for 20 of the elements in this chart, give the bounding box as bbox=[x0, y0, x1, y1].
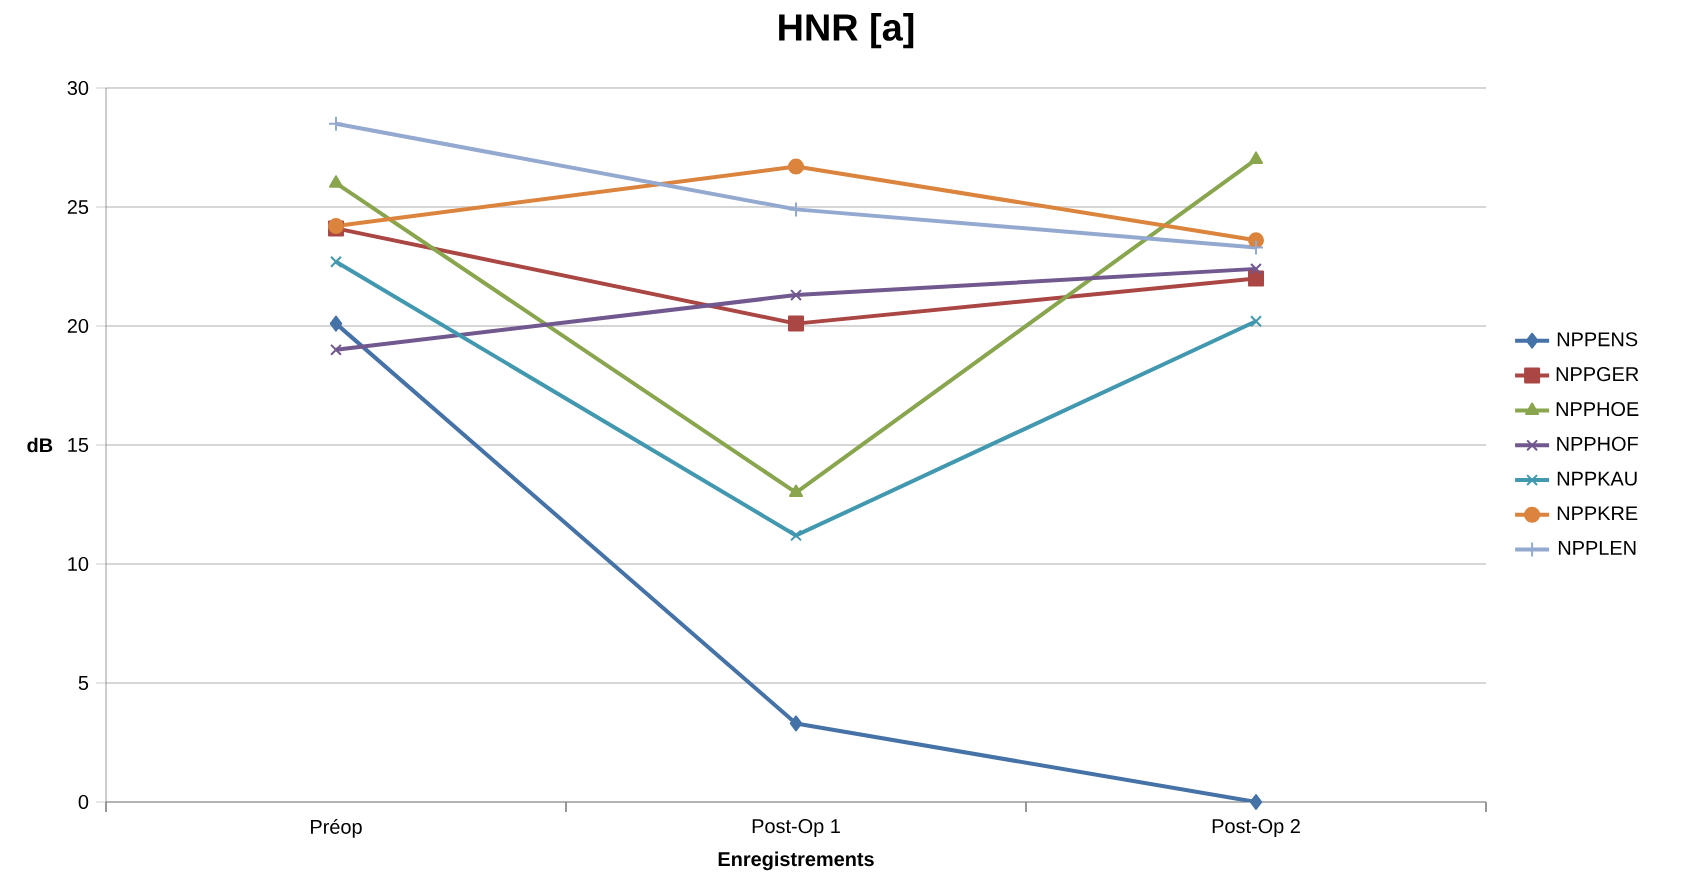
legend-label: NPPKRE bbox=[1557, 506, 1638, 521]
x-tick-label: Préop bbox=[311, 819, 362, 838]
x-tick-label: Post-Op 2 bbox=[1212, 819, 1300, 838]
y-axis-title: dB bbox=[27, 437, 53, 453]
legend-label: NPPHOF bbox=[1557, 436, 1638, 451]
chart-title: HNR [a] bbox=[779, 13, 914, 49]
legend-label: NPPENS bbox=[1557, 332, 1638, 347]
legend-label: NPPKAU bbox=[1557, 471, 1637, 486]
y-tick-label: 30 bbox=[67, 80, 89, 96]
y-tick-label: 5 bbox=[78, 676, 89, 690]
legend-label: NPPGER bbox=[1556, 367, 1639, 382]
y-tick-label: 0 bbox=[78, 794, 89, 810]
y-tick-label: 20 bbox=[67, 318, 89, 334]
y-tick-label: 25 bbox=[67, 199, 89, 215]
legend-label: NPPHOE bbox=[1556, 401, 1639, 417]
y-tick-label: 10 bbox=[68, 556, 89, 572]
y-tick-label: 15 bbox=[68, 438, 89, 452]
legend-label: NPPLEN bbox=[1558, 541, 1636, 555]
x-tick-label: Post-Op 1 bbox=[752, 819, 840, 838]
x-axis-title: Enregistrements bbox=[718, 851, 874, 871]
